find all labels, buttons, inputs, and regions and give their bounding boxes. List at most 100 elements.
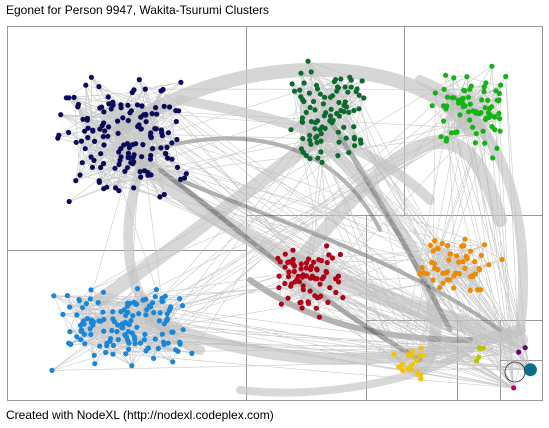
node-green[interactable]: [443, 72, 449, 78]
node-blue[interactable]: [51, 293, 57, 299]
node-navy[interactable]: [112, 185, 119, 191]
node-orange[interactable]: [430, 248, 436, 254]
node-navy[interactable]: [125, 150, 131, 156]
node-dark-green[interactable]: [317, 127, 323, 133]
node-navy[interactable]: [174, 164, 181, 170]
node-dark-green[interactable]: [361, 95, 367, 101]
node-green[interactable]: [492, 127, 498, 133]
node-dark-green[interactable]: [315, 155, 321, 161]
node-blue[interactable]: [96, 318, 102, 324]
node-navy[interactable]: [173, 107, 179, 114]
node-navy[interactable]: [102, 128, 108, 134]
node-blue[interactable]: [64, 293, 70, 299]
node-navy[interactable]: [118, 154, 124, 160]
node-navy[interactable]: [136, 122, 142, 128]
node-green[interactable]: [457, 112, 463, 118]
node-dark-green[interactable]: [307, 156, 313, 162]
node-blue[interactable]: [87, 326, 93, 332]
node-navy[interactable]: [138, 126, 144, 132]
node-green[interactable]: [481, 88, 487, 95]
node-dark-green[interactable]: [351, 107, 357, 114]
node-red[interactable]: [277, 259, 283, 265]
node-navy[interactable]: [141, 168, 148, 174]
node-red[interactable]: [316, 314, 322, 320]
node-blue[interactable]: [74, 334, 80, 340]
node-yellow[interactable]: [391, 351, 397, 357]
node-navy[interactable]: [158, 145, 164, 151]
node-navy[interactable]: [100, 134, 106, 140]
node-blue[interactable]: [104, 340, 110, 346]
node-orange[interactable]: [499, 256, 505, 263]
node-navy[interactable]: [89, 164, 95, 170]
node-navy[interactable]: [169, 156, 175, 162]
node-navy[interactable]: [128, 108, 134, 114]
node-orange[interactable]: [447, 251, 453, 257]
node-navy[interactable]: [78, 138, 85, 144]
node-navy[interactable]: [125, 165, 131, 171]
node-green[interactable]: [482, 140, 488, 146]
node-navy[interactable]: [80, 116, 86, 122]
node-red[interactable]: [324, 270, 330, 276]
node-blue[interactable]: [141, 337, 147, 343]
node-blue[interactable]: [134, 286, 140, 292]
node-navy[interactable]: [137, 169, 143, 175]
node-navy[interactable]: [178, 79, 184, 85]
node-orange[interactable]: [429, 259, 435, 265]
node-green[interactable]: [432, 90, 438, 96]
node-navy[interactable]: [120, 115, 126, 121]
node-yellow[interactable]: [418, 376, 424, 382]
node-green[interactable]: [473, 131, 479, 137]
node-dark-green[interactable]: [354, 86, 360, 92]
node-orange[interactable]: [419, 265, 425, 271]
node-blue[interactable]: [91, 352, 97, 358]
node-dark-green[interactable]: [351, 136, 357, 142]
node-blue[interactable]: [156, 318, 162, 324]
node-green[interactable]: [451, 95, 457, 101]
node-blue[interactable]: [180, 327, 186, 333]
node-red[interactable]: [290, 261, 296, 267]
node-green[interactable]: [473, 110, 479, 116]
node-dark-green[interactable]: [300, 149, 306, 155]
node-blue[interactable]: [143, 312, 149, 318]
node-blue[interactable]: [136, 311, 142, 317]
node-red[interactable]: [317, 281, 323, 287]
node-blue[interactable]: [49, 367, 55, 373]
node-red[interactable]: [307, 288, 313, 294]
node-blue[interactable]: [129, 363, 135, 369]
node-dark-green[interactable]: [338, 76, 344, 82]
node-green[interactable]: [496, 110, 502, 116]
node-dark-green[interactable]: [348, 77, 354, 83]
node-green[interactable]: [484, 115, 490, 121]
node-dark-green[interactable]: [298, 70, 304, 76]
node-dark-green[interactable]: [308, 119, 314, 125]
node-dark-green[interactable]: [312, 107, 318, 113]
node-dark-green[interactable]: [319, 159, 325, 165]
node-blue[interactable]: [111, 319, 117, 325]
node-dark-green[interactable]: [318, 138, 324, 144]
node-dark-green[interactable]: [335, 129, 341, 135]
node-navy[interactable]: [97, 105, 103, 111]
node-red[interactable]: [314, 266, 320, 272]
node-navy[interactable]: [106, 101, 112, 107]
node-red[interactable]: [276, 285, 282, 291]
node-blue[interactable]: [126, 322, 132, 328]
node-navy[interactable]: [161, 103, 167, 109]
node-blue[interactable]: [101, 328, 107, 334]
node-navy[interactable]: [124, 141, 130, 147]
node-blue[interactable]: [110, 342, 117, 348]
node-green[interactable]: [489, 63, 495, 69]
node-blue[interactable]: [101, 316, 107, 323]
node-blue[interactable]: [67, 329, 73, 335]
node-green[interactable]: [444, 103, 450, 109]
node-green[interactable]: [485, 97, 491, 103]
node-dark-green[interactable]: [307, 104, 313, 111]
node-blue[interactable]: [123, 351, 129, 357]
node-dark-green[interactable]: [334, 88, 340, 94]
node-dark-green[interactable]: [356, 92, 362, 98]
node-navy[interactable]: [129, 89, 135, 96]
node-navy[interactable]: [173, 118, 179, 125]
node-red[interactable]: [337, 251, 343, 258]
node-blue[interactable]: [109, 327, 115, 334]
node-red[interactable]: [282, 251, 288, 257]
node-dark-green[interactable]: [318, 131, 324, 137]
